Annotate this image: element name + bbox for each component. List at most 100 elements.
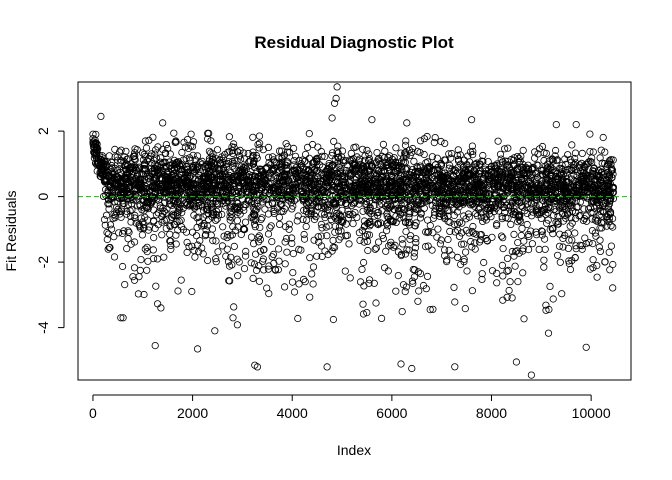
data-point <box>575 212 583 220</box>
data-point <box>242 162 250 170</box>
data-point <box>277 173 285 181</box>
data-point <box>275 166 284 174</box>
data-point <box>264 195 272 203</box>
data-point <box>408 148 416 156</box>
data-point <box>493 220 501 228</box>
data-point <box>216 159 225 167</box>
data-point <box>255 132 264 140</box>
data-point <box>105 152 113 160</box>
data-point <box>132 184 140 192</box>
data-point <box>515 216 523 224</box>
data-point <box>281 260 289 268</box>
data-point <box>417 210 425 218</box>
data-point <box>544 329 553 337</box>
data-point <box>151 341 159 350</box>
data-point <box>492 190 500 198</box>
data-point <box>250 260 259 268</box>
data-point <box>487 168 495 177</box>
data-point <box>457 240 466 248</box>
data-point <box>568 166 576 175</box>
data-point <box>178 148 186 157</box>
data-point <box>344 214 353 222</box>
data-point <box>211 181 219 189</box>
data-point <box>228 143 236 151</box>
data-point <box>518 224 526 232</box>
data-point <box>403 119 411 127</box>
data-point <box>459 178 467 186</box>
data-point <box>463 162 471 170</box>
data-point <box>402 228 410 236</box>
data-point <box>240 164 248 172</box>
data-point <box>426 305 434 314</box>
data-point <box>330 99 339 107</box>
data-point <box>605 158 614 166</box>
data-point <box>524 230 532 239</box>
data-point <box>529 208 537 216</box>
data-point <box>160 253 168 261</box>
data-point <box>390 195 399 203</box>
data-point <box>213 177 221 185</box>
data-point <box>359 300 367 308</box>
data-point <box>478 270 486 278</box>
data-point <box>588 154 596 162</box>
data-point <box>440 252 449 260</box>
data-point <box>346 274 354 282</box>
data-point <box>593 273 601 281</box>
data-point <box>544 199 552 207</box>
data-point <box>265 201 273 209</box>
data-point <box>524 165 533 173</box>
data-point <box>572 242 580 250</box>
data-point <box>492 161 501 170</box>
data-point <box>328 149 337 157</box>
data-point <box>359 164 367 172</box>
data-point <box>374 221 382 229</box>
data-point <box>172 240 180 248</box>
data-point <box>188 242 196 250</box>
data-point <box>157 304 165 312</box>
data-point <box>512 358 521 366</box>
data-point <box>363 308 371 317</box>
data-point <box>402 283 410 291</box>
data-point <box>540 235 549 243</box>
data-point <box>443 256 451 264</box>
data-point <box>333 147 341 155</box>
data-point <box>414 177 423 185</box>
data-point <box>581 234 589 242</box>
data-point <box>384 153 392 162</box>
data-point <box>603 187 611 195</box>
data-point <box>261 176 270 184</box>
data-point <box>301 150 310 158</box>
data-point <box>579 177 587 185</box>
data-point <box>397 157 406 165</box>
data-point <box>145 154 153 162</box>
data-point <box>477 231 485 239</box>
data-point <box>223 188 231 196</box>
data-point <box>252 250 260 258</box>
data-point <box>549 230 557 238</box>
data-point <box>342 169 350 177</box>
data-point <box>274 245 283 253</box>
x-tick-label: 8000 <box>476 405 507 421</box>
x-axis: 0 2000 4000 6000 8000 10000 <box>89 394 611 421</box>
data-point <box>406 232 415 240</box>
data-point <box>313 252 321 260</box>
data-point <box>506 173 514 181</box>
data-point <box>318 152 326 160</box>
data-point <box>486 187 494 195</box>
data-point <box>355 157 363 165</box>
data-point <box>379 235 387 243</box>
data-point <box>130 276 139 284</box>
data-point <box>104 230 113 238</box>
data-point <box>188 287 196 296</box>
x-axis-label: Index <box>337 442 371 458</box>
data-point <box>337 227 345 235</box>
data-point <box>205 171 213 179</box>
data-point <box>603 191 611 199</box>
data-point <box>507 207 516 215</box>
data-point <box>461 304 469 313</box>
data-point <box>460 212 468 220</box>
data-point <box>586 130 594 138</box>
data-point <box>228 214 236 222</box>
data-point <box>219 223 227 231</box>
data-point <box>472 184 480 192</box>
